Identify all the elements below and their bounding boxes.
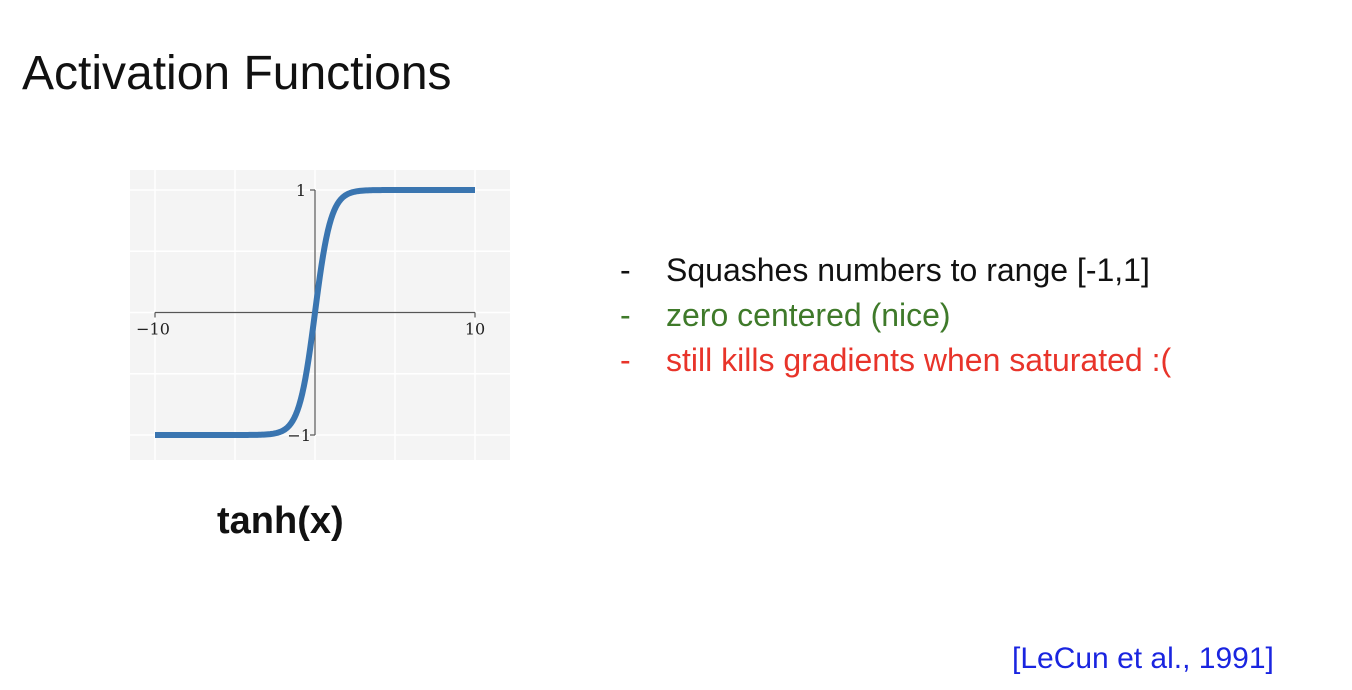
tanh-curve (153, 187, 477, 438)
x-tick-label-min: −10 (136, 320, 170, 339)
bullet-item: - still kills gradients when saturated :( (620, 338, 1171, 383)
x-tick-label-max: 10 (465, 320, 485, 339)
bullet-item: - Squashes numbers to range [-1,1] (620, 248, 1171, 293)
tanh-chart-svg: −10 10 1 −1 (130, 170, 510, 460)
bullet-list: - Squashes numbers to range [-1,1] - zero … (620, 248, 1171, 383)
function-label: tanh(x) (217, 500, 344, 542)
slide-title: Activation Functions (22, 47, 452, 100)
tanh-plot: −10 10 1 −1 (130, 170, 510, 460)
plot-background (130, 170, 510, 460)
bullet-text: still kills gradients when saturated :( (666, 342, 1172, 378)
bullet-item: - zero centered (nice) (620, 293, 1171, 338)
bullet-marker: - (620, 342, 631, 378)
bullet-marker: - (620, 252, 631, 288)
y-tick-label-max: 1 (296, 181, 306, 200)
citation: [LeCun et al., 1991] (1012, 642, 1274, 675)
bullet-text: zero centered (nice) (666, 297, 951, 333)
bullet-marker: - (620, 297, 631, 333)
y-tick-label-min: −1 (287, 426, 311, 445)
bullet-text: Squashes numbers to range [-1,1] (666, 252, 1150, 288)
